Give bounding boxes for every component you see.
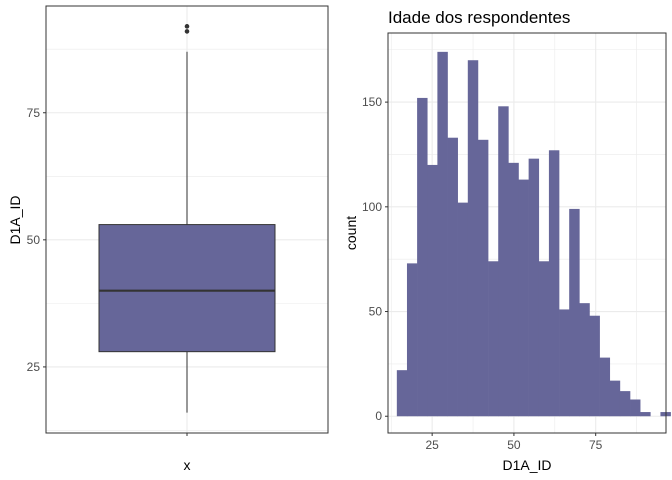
histogram-title: Idade dos respondentes — [388, 8, 570, 27]
histogram-bar — [579, 303, 590, 417]
histogram-x-tick-label: 25 — [425, 438, 439, 452]
boxplot-y-ticks: 25 50 75 — [27, 106, 46, 374]
histogram-bar — [417, 97, 428, 417]
boxplot-marks — [98, 24, 276, 413]
histogram-bar — [548, 150, 560, 417]
boxplot-y-tick-label: 75 — [27, 106, 41, 120]
histogram-bar — [569, 208, 580, 417]
histogram-y-tick-label: 50 — [369, 305, 383, 319]
boxplot-box — [98, 224, 276, 353]
histogram-bar — [538, 261, 550, 417]
histogram-bar — [406, 263, 418, 417]
histogram-bar — [437, 51, 448, 417]
histogram-x-tick-label: 75 — [589, 438, 603, 452]
boxplot-outlier-point — [184, 29, 190, 34]
histogram-bar — [427, 164, 438, 417]
histogram-bar — [528, 158, 540, 417]
histogram-y-tick-label: 150 — [362, 95, 382, 109]
histogram-bar — [396, 370, 408, 417]
histogram-y-axis-title: count — [343, 216, 359, 250]
histogram-panel-border — [387, 32, 667, 434]
histogram-bar — [467, 60, 479, 417]
histogram-bar — [640, 412, 651, 417]
histogram-bar — [609, 380, 621, 417]
histogram-bar — [630, 399, 641, 417]
boxplot-x-axis-title: x — [184, 457, 191, 473]
histogram-x-axis-title: D1A_ID — [502, 457, 551, 473]
histogram-bar — [599, 357, 611, 417]
boxplot-y-axis-title: D1A_ID — [7, 195, 23, 244]
histogram-bar — [589, 315, 600, 417]
histogram-bars — [396, 51, 671, 417]
histogram-bar — [457, 202, 469, 417]
boxplot-panel: 25 50 75 x D1A_ID — [7, 5, 329, 473]
histogram-x-tick-label: 50 — [507, 438, 521, 452]
histogram-bar — [477, 139, 489, 417]
boxplot-outlier-point — [184, 24, 190, 29]
histogram-x-ticks: 25 50 75 — [425, 433, 603, 452]
histogram-y-ticks: 0 50 100 150 — [362, 95, 388, 423]
histogram-bar — [559, 309, 570, 417]
boxplot-y-tick-label: 25 — [27, 360, 41, 374]
histogram-bar — [447, 137, 458, 417]
histogram-bar — [518, 179, 529, 417]
boxplot-y-tick-label: 50 — [27, 233, 41, 247]
histogram-y-tick-label: 0 — [375, 409, 382, 423]
histogram-y-tick-label: 100 — [362, 200, 382, 214]
histogram-bar — [488, 261, 499, 417]
histogram-bar — [498, 106, 509, 417]
histogram-bar — [619, 391, 631, 417]
histogram-bar — [508, 162, 519, 417]
